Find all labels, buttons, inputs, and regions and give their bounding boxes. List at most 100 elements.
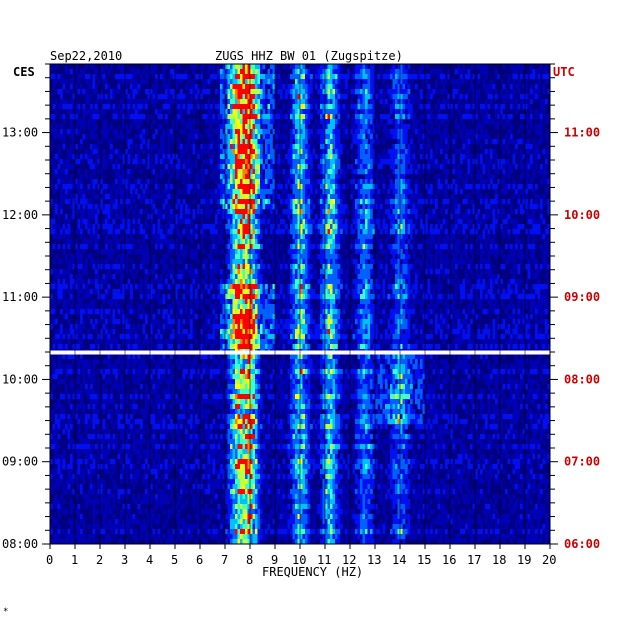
heat-cell: [520, 64, 523, 70]
heat-cell: [325, 79, 328, 85]
heat-cell: [537, 89, 541, 95]
heat-cell: [322, 159, 326, 165]
heat-cell: [355, 69, 358, 75]
heat-cell: [202, 259, 206, 265]
heat-cell: [237, 164, 241, 170]
heat-cell: [302, 249, 306, 255]
heat-cell: [150, 94, 153, 100]
heat-cell: [212, 64, 216, 70]
heat-cell: [525, 204, 528, 210]
heat-cell: [515, 109, 518, 115]
heat-cell: [220, 104, 223, 110]
heat-cell: [355, 124, 358, 130]
heat-cell: [157, 224, 161, 230]
heat-cell: [370, 129, 373, 135]
heat-cell: [455, 179, 458, 185]
heat-cell: [265, 224, 268, 230]
heat-cell: [427, 209, 431, 215]
heat-cell: [67, 189, 71, 195]
heat-cell: [140, 144, 143, 150]
heat-cell: [60, 124, 63, 130]
heat-cell: [397, 179, 401, 185]
heat-cell: [332, 109, 336, 115]
heat-cell: [305, 244, 308, 250]
heat-cell: [455, 169, 458, 175]
heat-cell: [77, 184, 81, 190]
heat-cell: [512, 89, 516, 95]
heat-cell: [327, 169, 331, 175]
heat-cell: [272, 169, 276, 175]
heat-cell: [335, 254, 338, 260]
heat-cell: [265, 239, 268, 245]
heat-cell: [370, 209, 373, 215]
heat-cell: [337, 139, 341, 145]
heat-cell: [125, 114, 128, 120]
heat-cell: [467, 154, 471, 160]
heat-cell: [410, 144, 413, 150]
heat-cell: [270, 134, 273, 140]
heat-cell: [462, 239, 466, 245]
heat-cell: [182, 254, 186, 260]
heat-cell: [402, 194, 406, 200]
heat-cell: [247, 84, 251, 90]
heat-cell: [482, 164, 486, 170]
heat-cell: [477, 209, 481, 215]
heat-cell: [110, 89, 113, 95]
heat-cell: [105, 189, 108, 195]
heat-cell: [522, 84, 526, 90]
heat-cell: [230, 194, 233, 200]
heat-cell: [542, 84, 546, 90]
heat-cell: [212, 114, 216, 120]
heat-cell: [257, 184, 261, 190]
heat-cell: [265, 169, 268, 175]
heat-cell: [532, 224, 536, 230]
heat-cell: [292, 239, 296, 245]
heat-cell: [297, 229, 301, 235]
heat-cell: [532, 229, 536, 235]
heat-cell: [270, 214, 273, 220]
heat-cell: [140, 184, 143, 190]
heat-cell: [480, 179, 483, 185]
heat-cell: [487, 104, 491, 110]
heat-cell: [160, 74, 163, 80]
heat-cell: [327, 79, 331, 85]
heat-cell: [90, 224, 93, 230]
heat-cell: [422, 169, 426, 175]
heat-cell: [120, 179, 123, 185]
heat-cell: [402, 99, 406, 105]
heat-cell: [192, 129, 196, 135]
heat-cell: [260, 209, 263, 215]
heat-cell: [165, 99, 168, 105]
heat-cell: [430, 229, 433, 235]
heat-cell: [502, 234, 506, 240]
heat-cell: [492, 229, 496, 235]
heat-cell: [390, 94, 393, 100]
heat-cell: [280, 94, 283, 100]
heat-cell: [532, 219, 536, 225]
heat-cell: [362, 104, 366, 110]
heat-cell: [252, 69, 256, 75]
heat-cell: [105, 234, 108, 240]
heat-cell: [340, 69, 343, 75]
heat-cell: [117, 89, 121, 95]
heat-cell: [535, 109, 538, 115]
heat-cell: [507, 169, 511, 175]
heat-cell: [382, 219, 386, 225]
heat-cell: [132, 79, 136, 85]
heat-cell: [122, 189, 126, 195]
heat-cell: [477, 79, 481, 85]
heat-cell: [225, 159, 228, 165]
heat-cell: [390, 184, 393, 190]
heat-cell: [145, 79, 148, 85]
heat-cell: [542, 74, 546, 80]
heat-cell: [255, 149, 258, 155]
heat-cell: [490, 174, 493, 180]
heat-cell: [445, 244, 448, 250]
heat-cell: [115, 89, 118, 95]
heat-cell: [470, 229, 473, 235]
heat-cell: [402, 224, 406, 230]
heat-cell: [480, 234, 483, 240]
heat-cell: [410, 84, 413, 90]
heat-cell: [92, 124, 96, 130]
heat-cell: [395, 214, 398, 220]
